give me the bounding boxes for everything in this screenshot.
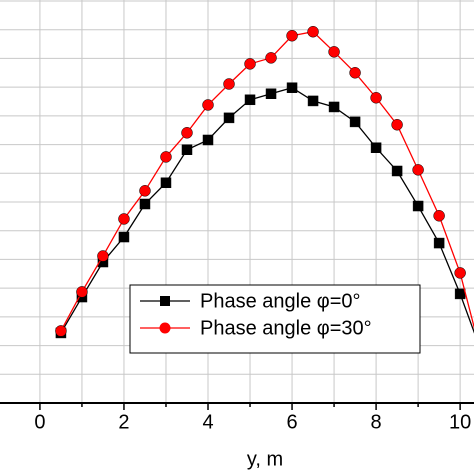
marker (370, 92, 382, 104)
marker (244, 94, 256, 106)
marker (370, 142, 382, 153)
legend-label: Phase angle φ=0° (200, 290, 361, 312)
x-tick-label: 0 (34, 411, 45, 433)
marker (349, 116, 361, 128)
marker (160, 177, 172, 189)
marker (202, 134, 214, 146)
marker (412, 200, 424, 212)
marker (454, 267, 466, 279)
marker (454, 288, 466, 300)
marker (97, 250, 109, 262)
marker (118, 231, 130, 243)
marker (139, 185, 151, 197)
marker (118, 213, 130, 225)
marker (55, 325, 67, 337)
marker (391, 165, 403, 177)
x-axis-label: y, m (247, 448, 283, 470)
legend-label: Phase angle φ=30° (200, 317, 372, 339)
legend-box (129, 284, 421, 354)
x-tick-label: 8 (371, 411, 382, 433)
x-tick-label: 4 (202, 411, 213, 433)
marker (223, 78, 235, 90)
marker (181, 127, 193, 139)
marker (181, 144, 193, 155)
legend: Phase angle φ=0° Phase angle φ=30° (129, 284, 421, 354)
x-tick-label: 10 (449, 411, 471, 433)
marker (265, 88, 277, 99)
marker (307, 25, 319, 38)
marker (286, 29, 298, 42)
marker (265, 52, 277, 64)
marker (223, 112, 235, 124)
legend-marker (159, 322, 171, 334)
marker (433, 210, 445, 222)
plot-area (55, 25, 474, 339)
marker (307, 95, 319, 107)
marker (328, 46, 340, 58)
marker (244, 58, 256, 70)
marker (412, 164, 424, 176)
marker (139, 198, 151, 210)
marker (433, 237, 445, 249)
marker (160, 151, 172, 163)
marker (286, 82, 298, 93)
marker (76, 286, 88, 298)
x-tick-label: 6 (286, 411, 297, 433)
marker (391, 119, 403, 131)
x-tick-label: 2 (118, 411, 129, 433)
legend-marker (160, 296, 170, 306)
marker (328, 101, 340, 113)
marker (202, 99, 214, 111)
marker (349, 67, 361, 79)
